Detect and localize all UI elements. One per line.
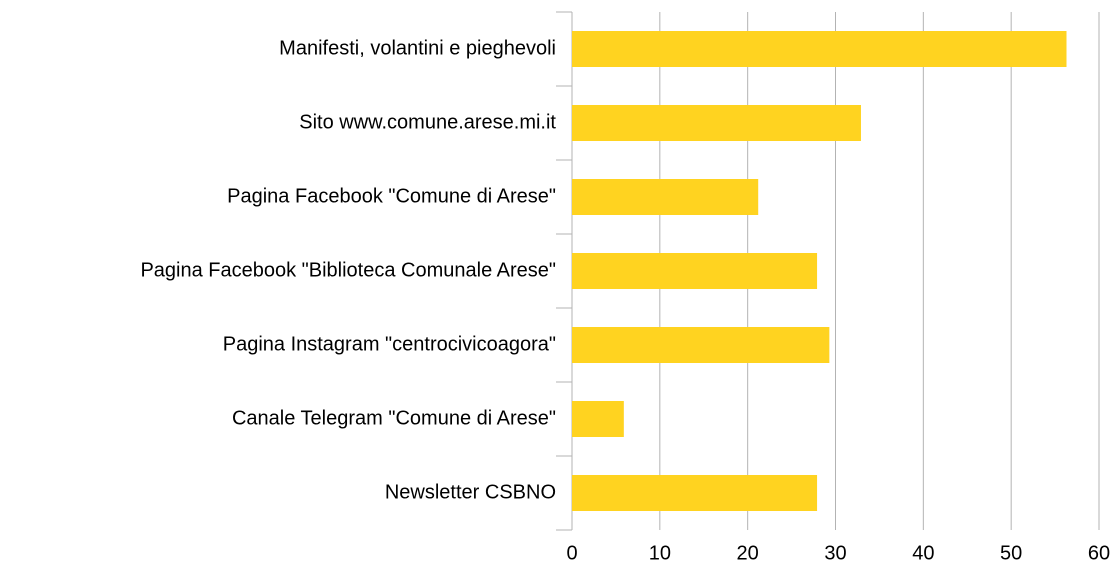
- bar: [572, 31, 1067, 67]
- bar: [572, 475, 818, 511]
- x-tick-label: 60: [1088, 542, 1110, 564]
- y-tick-label: Pagina Facebook "Comune di Arese": [227, 185, 556, 207]
- x-tick-label: 20: [737, 542, 759, 564]
- y-tick-label: Canale Telegram "Comune di Arese": [232, 407, 556, 429]
- x-tick-label: 40: [912, 542, 934, 564]
- bar: [572, 179, 759, 215]
- bar: [572, 105, 861, 141]
- y-tick-label: Newsletter CSBNO: [385, 481, 556, 503]
- bar: [572, 401, 624, 437]
- x-tick-label: 50: [1000, 542, 1022, 564]
- x-tick-label: 0: [566, 542, 577, 564]
- bar: [572, 327, 830, 363]
- y-tick-label: Sito www.comune.arese.mi.it: [299, 111, 556, 133]
- x-tick-label: 30: [824, 542, 846, 564]
- y-tick-label: Manifesti, volantini e pieghevoli: [279, 37, 556, 59]
- y-tick-label: Pagina Instagram "centrocivicoagora": [223, 333, 556, 355]
- x-tick-label: 10: [649, 542, 671, 564]
- bar: [572, 253, 818, 289]
- y-tick-label: Pagina Facebook "Biblioteca Comunale Are…: [140, 259, 556, 281]
